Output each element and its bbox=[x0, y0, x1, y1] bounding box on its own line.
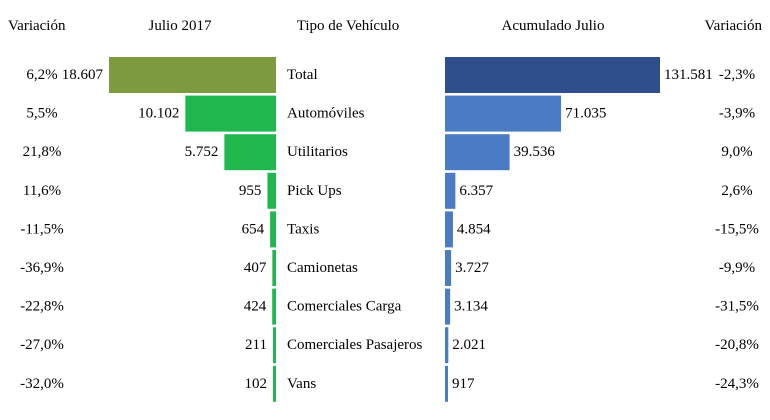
month-variation-label: -11,5% bbox=[20, 221, 63, 237]
category-label: Utilitarios bbox=[287, 144, 348, 160]
category-label: Comerciales Carga bbox=[287, 299, 402, 315]
month-value-label: 424 bbox=[244, 299, 267, 315]
accumulated-variation-label: -9,9% bbox=[719, 260, 755, 276]
category-label: Vans bbox=[287, 376, 316, 392]
header-category: Tipo de Vehículo bbox=[297, 18, 400, 34]
accumulated-bar bbox=[445, 365, 448, 402]
category-label: Total bbox=[287, 67, 318, 83]
month-value-label: 10.102 bbox=[138, 106, 179, 122]
accumulated-bar bbox=[445, 327, 449, 364]
accumulated-variation-label: -31,5% bbox=[715, 299, 759, 315]
accumulated-bar bbox=[445, 134, 510, 171]
category-label: Comerciales Pasajeros bbox=[287, 337, 423, 353]
month-variation-label: -32,0% bbox=[20, 376, 64, 392]
month-value-label: 102 bbox=[245, 376, 268, 392]
accumulated-bar bbox=[445, 172, 456, 209]
month-variation-label: -22,8% bbox=[20, 299, 64, 315]
month-bar bbox=[272, 250, 276, 286]
category-label: Pick Ups bbox=[287, 183, 342, 199]
month-bar bbox=[224, 134, 276, 171]
accumulated-bar bbox=[445, 250, 452, 286]
chart-row: -22,8% 424 Comerciales Carga 3.134 -31,5% bbox=[20, 288, 759, 325]
accumulated-value-label: 71.035 bbox=[565, 106, 606, 122]
month-variation-label: -27,0% bbox=[20, 337, 64, 353]
chart-row: -36,9% 407 Camionetas 3.727 -9,9% bbox=[20, 250, 755, 286]
accumulated-variation-label: -3,9% bbox=[719, 106, 755, 122]
header-variation-right: Variación bbox=[705, 18, 763, 34]
chart-row: 11,6% 955 Pick Ups 6.357 2,6% bbox=[23, 172, 753, 209]
accumulated-variation-label: -24,3% bbox=[715, 376, 759, 392]
month-value-label: 5.752 bbox=[185, 144, 219, 160]
accumulated-value-label: 131.581 bbox=[664, 67, 713, 83]
chart-row: 21,8% 5.752 Utilitarios 39.536 9,0% bbox=[23, 134, 753, 171]
accumulated-value-label: 6.357 bbox=[459, 183, 493, 199]
month-bar bbox=[270, 211, 276, 248]
month-variation-label: 21,8% bbox=[23, 144, 62, 160]
accumulated-value-label: 917 bbox=[452, 376, 475, 392]
chart-row: -11,5% 654 Taxis 4.854 -15,5% bbox=[20, 211, 759, 248]
month-variation-label: -36,9% bbox=[20, 260, 64, 276]
accumulated-bar bbox=[445, 211, 453, 248]
accumulated-variation-label: -2,3% bbox=[719, 67, 755, 83]
month-variation-label: 11,6% bbox=[23, 183, 61, 199]
month-bar bbox=[273, 365, 276, 402]
accumulated-variation-label: 2,6% bbox=[721, 183, 752, 199]
accumulated-value-label: 3.134 bbox=[454, 299, 488, 315]
month-bar bbox=[272, 288, 276, 325]
accumulated-value-label: 39.536 bbox=[514, 144, 556, 160]
month-bar bbox=[109, 57, 276, 93]
chart-row: -32,0% 102 Vans 917 -24,3% bbox=[20, 365, 759, 402]
month-bar bbox=[267, 172, 276, 209]
month-value-label: 407 bbox=[244, 260, 267, 276]
chart-row: 5,5% 10.102 Automóviles 71.035 -3,9% bbox=[26, 95, 755, 132]
header-month: Julio 2017 bbox=[149, 18, 212, 34]
accumulated-variation-label: 9,0% bbox=[721, 144, 752, 160]
chart-rows: 6,2% 18.607 Total 131.581 -2,3% 5,5% 10.102 Aut… bbox=[20, 57, 759, 402]
month-variation-label: 5,5% bbox=[26, 106, 57, 122]
accumulated-value-label: 4.854 bbox=[457, 221, 491, 237]
column-headers: Variación Julio 2017 Tipo de Vehículo Ac… bbox=[8, 18, 762, 34]
accumulated-value-label: 2.021 bbox=[452, 337, 486, 353]
accumulated-variation-label: -15,5% bbox=[715, 221, 759, 237]
category-label: Automóviles bbox=[287, 106, 365, 122]
month-variation-label: 6,2% bbox=[26, 67, 57, 83]
accumulated-bar bbox=[445, 288, 451, 325]
header-accumulated: Acumulado Julio bbox=[502, 18, 605, 34]
category-label: Taxis bbox=[287, 221, 319, 237]
accumulated-bar bbox=[445, 95, 562, 132]
accumulated-value-label: 3.727 bbox=[455, 260, 489, 276]
month-value-label: 955 bbox=[239, 183, 262, 199]
month-bar bbox=[185, 95, 276, 132]
month-value-label: 211 bbox=[245, 337, 267, 353]
month-value-label: 18.607 bbox=[62, 67, 104, 83]
chart-row: 6,2% 18.607 Total 131.581 -2,3% bbox=[26, 57, 755, 93]
header-variation-left: Variación bbox=[8, 18, 66, 34]
category-label: Camionetas bbox=[287, 260, 358, 276]
month-value-label: 654 bbox=[242, 221, 265, 237]
month-bar bbox=[273, 327, 276, 364]
chart-row: -27,0% 211 Comerciales Pasajeros 2.021 -20,8… bbox=[20, 327, 759, 364]
accumulated-variation-label: -20,8% bbox=[715, 337, 759, 353]
accumulated-bar bbox=[445, 57, 660, 93]
